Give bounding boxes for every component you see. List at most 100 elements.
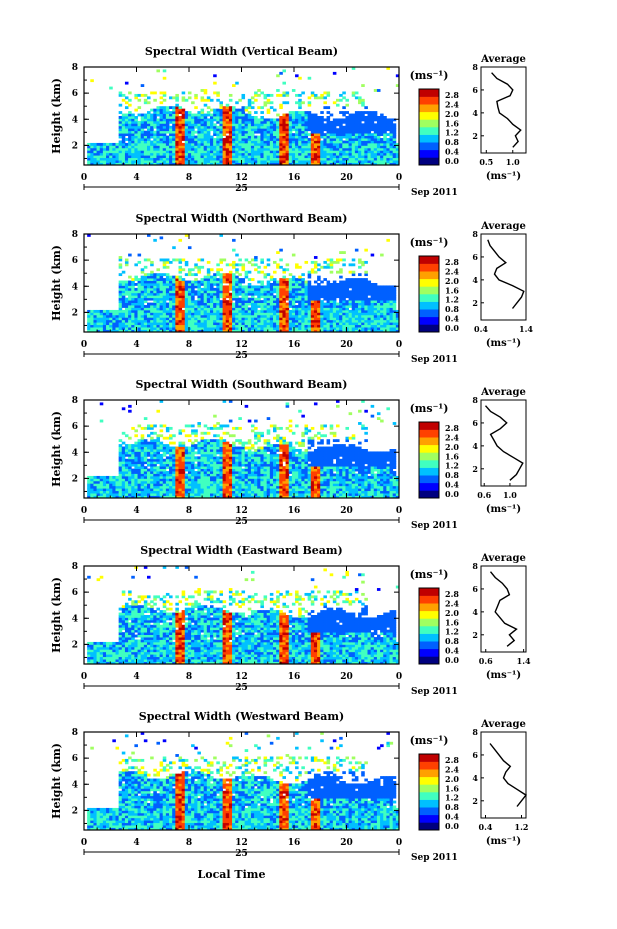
heatmap-cell xyxy=(266,118,271,122)
heatmap-cell xyxy=(383,287,387,291)
heatmap-cell xyxy=(307,133,312,136)
heatmap-cell xyxy=(348,327,353,330)
heatmap-cell xyxy=(109,317,113,321)
heatmap-cell xyxy=(118,319,123,323)
heatmap-cell xyxy=(358,145,362,149)
heatmap-cell xyxy=(310,302,315,306)
heatmap-cell xyxy=(131,493,135,496)
heatmap-cell xyxy=(241,160,246,163)
heatmap-cell xyxy=(317,302,321,306)
heatmap-cell xyxy=(159,324,164,328)
heatmap-cell xyxy=(172,118,176,122)
heatmap-cell xyxy=(364,295,368,299)
heatmap-cell xyxy=(339,300,343,303)
heatmap-cell xyxy=(109,142,113,146)
heatmap-cell xyxy=(301,135,305,139)
heatmap-cell xyxy=(238,123,242,127)
heatmap-cell xyxy=(87,475,91,479)
heatmap-cell xyxy=(351,314,356,318)
heatmap-cell xyxy=(364,292,368,296)
heatmap-cell xyxy=(140,305,145,308)
heatmap-cell xyxy=(241,329,246,333)
heatmap-cell xyxy=(232,305,236,308)
average-frame xyxy=(480,66,527,154)
heatmap-cell xyxy=(203,155,208,159)
heatmap-cell xyxy=(276,138,280,141)
heatmap-cell xyxy=(197,128,201,132)
heatmap-cell xyxy=(124,453,129,457)
heatmap-cell xyxy=(332,297,337,301)
heatmap-cell xyxy=(354,150,359,154)
heatmap-cell xyxy=(342,285,346,289)
heatmap-cell xyxy=(159,317,164,321)
heatmap-cell xyxy=(121,302,126,306)
heatmap-cell xyxy=(134,446,138,450)
heatmap-cell xyxy=(276,123,280,127)
heatmap-cell xyxy=(358,305,362,308)
heatmap-cell xyxy=(121,441,126,445)
heatmap-cell xyxy=(367,135,372,139)
heatmap-cell xyxy=(351,258,356,262)
heatmap-cell xyxy=(354,302,359,306)
heatmap-cell xyxy=(247,106,252,110)
heatmap-cell xyxy=(216,290,220,294)
heatmap-cell xyxy=(203,324,208,328)
heatmap-cell xyxy=(200,116,205,119)
heatmap-cell xyxy=(247,312,252,316)
heatmap-cell xyxy=(219,280,223,284)
heatmap-cell xyxy=(241,297,246,301)
heatmap-cell xyxy=(121,451,126,455)
heatmap-cell xyxy=(162,111,167,114)
heatmap-cell xyxy=(162,265,167,269)
heatmap-cell xyxy=(153,160,157,163)
heatmap-cell xyxy=(348,309,353,313)
heatmap-cell xyxy=(282,160,286,163)
heatmap-cell xyxy=(254,150,258,154)
heatmap-cell xyxy=(285,280,290,284)
heatmap-cell xyxy=(197,142,201,146)
heatmap-cell xyxy=(288,290,293,294)
heatmap-cell xyxy=(332,120,337,124)
heatmap-cell xyxy=(263,305,268,308)
heatmap-cell xyxy=(323,140,327,144)
heatmap-cell xyxy=(244,120,249,124)
heatmap-cell xyxy=(96,157,101,161)
heatmap-cell xyxy=(143,305,148,308)
heatmap-cell xyxy=(266,300,271,303)
heatmap-cell xyxy=(257,297,261,301)
heatmap-cell xyxy=(317,285,321,289)
heatmap-cell xyxy=(147,297,151,301)
heatmap-cell xyxy=(96,478,101,482)
heatmap-cell xyxy=(380,302,384,306)
heatmap-cell xyxy=(326,160,331,163)
heatmap-cell xyxy=(140,116,145,119)
heatmap-cell xyxy=(213,81,217,85)
heatmap-cell xyxy=(332,71,337,75)
heatmap-cell xyxy=(222,312,227,316)
heatmap-cell xyxy=(210,292,214,296)
heatmap-cell xyxy=(364,147,368,151)
heatmap-cell xyxy=(187,147,192,151)
heatmap-cell xyxy=(87,160,91,163)
heatmap-cell xyxy=(121,116,126,119)
heatmap-cell xyxy=(304,290,309,294)
heatmap-cell xyxy=(307,314,312,318)
heatmap-cell xyxy=(247,260,252,264)
heatmap-cell xyxy=(332,142,337,146)
heatmap-cell xyxy=(153,449,157,452)
heatmap-cell xyxy=(128,453,132,457)
heatmap-cell xyxy=(121,120,126,124)
heatmap-cell xyxy=(222,108,227,112)
heatmap-cell xyxy=(389,309,394,313)
heatmap-cell xyxy=(301,140,305,144)
heatmap-cell xyxy=(332,160,337,163)
heatmap-cell xyxy=(184,162,189,166)
heatmap-cell xyxy=(178,327,183,330)
heatmap-cell xyxy=(263,155,268,159)
heatmap-cell xyxy=(134,130,138,134)
heatmap-cell xyxy=(109,324,113,328)
heatmap-cell xyxy=(225,287,230,291)
heatmap-cell xyxy=(143,120,148,124)
heatmap-cell xyxy=(247,103,252,107)
heatmap-cell xyxy=(134,441,138,445)
